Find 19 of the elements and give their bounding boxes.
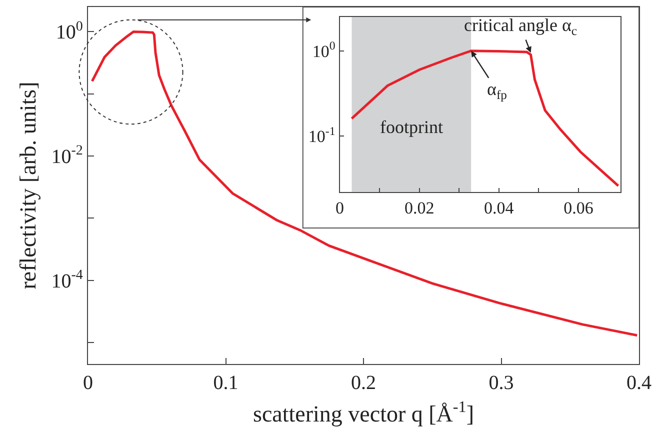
y-tick-label: 10$^{-4}$ <box>51 268 83 292</box>
y-tick-label: 10$^{0}$ <box>56 19 83 44</box>
x-tick-label: 0 <box>83 372 93 394</box>
y-tick-label: 10$^{0}$ <box>312 38 336 61</box>
y-tick-label: 10$^{-1}$ <box>308 124 336 146</box>
x-tick-label: 0.1 <box>213 372 238 394</box>
y-axis-title: reflectivity [arb. units] <box>16 82 41 290</box>
y-tick-label: 10$^{-2}$ <box>51 144 83 168</box>
band-label: footprint <box>380 117 443 137</box>
x-tick-label: 0.3 <box>488 372 514 394</box>
x-tick-label: 0.06 <box>564 198 594 218</box>
x-tick-label: 0 <box>336 198 344 218</box>
x-tick-label: 0.04 <box>484 198 514 218</box>
x-axis-title: scattering vector q [Å$^{-1}$] <box>253 399 474 427</box>
annotation: critical angle α$_{c}$ <box>464 15 578 38</box>
x-tick-label: 0.2 <box>351 372 376 394</box>
x-tick-label: 0.4 <box>626 372 652 394</box>
x-tick-label: 0.02 <box>404 198 434 218</box>
annotation: α$_{fp}$ <box>487 79 507 102</box>
